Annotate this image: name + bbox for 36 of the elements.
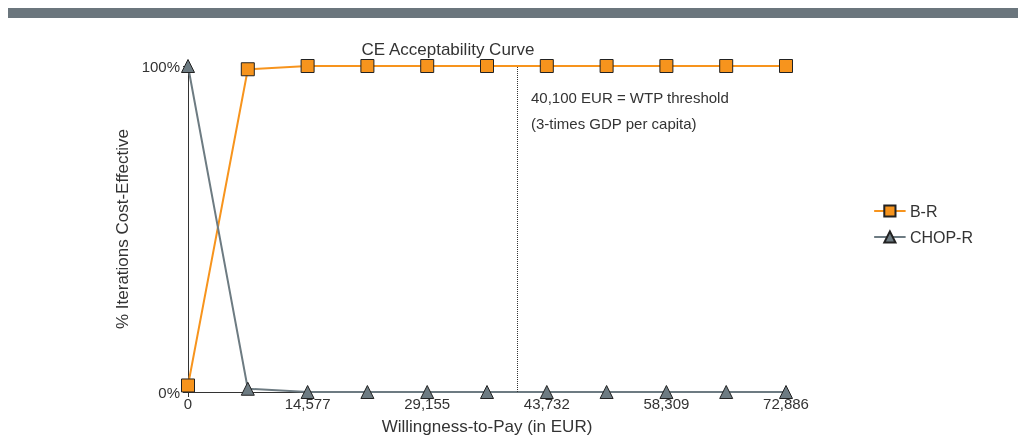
point: [360, 385, 375, 399]
point: [181, 378, 195, 393]
point: [240, 381, 255, 396]
ref-line-label: 40,100 EUR = WTP threshold (3-times GDP per capita): [531, 88, 729, 132]
point: [539, 59, 554, 73]
point: [719, 59, 734, 73]
x-axis-title: Willingness-to-Pay (in EUR): [381, 417, 593, 436]
y-tick-label: 100%: [141, 57, 180, 75]
point: [659, 385, 674, 399]
y-tick-label: 0%: [158, 383, 180, 401]
point: [779, 385, 793, 399]
legend-label: CHOP-R: [909, 228, 973, 246]
point: [719, 385, 734, 399]
point: [599, 59, 614, 73]
x-tick-label: 58,309: [643, 395, 690, 412]
chart-title: CE Acceptability Curve: [361, 40, 535, 59]
point: [659, 59, 674, 73]
point: [539, 385, 554, 399]
point: [420, 59, 435, 73]
x-tick-label: 0: [183, 395, 193, 412]
point: [599, 385, 614, 399]
point: [360, 59, 375, 73]
point: [779, 59, 793, 73]
point: [240, 62, 255, 77]
point: [300, 59, 315, 73]
point: [480, 385, 494, 399]
point: [300, 385, 315, 399]
x-tick-label: 43,732: [523, 395, 570, 412]
y-axis-title: % Iterations Cost-Effective: [112, 129, 132, 329]
x-tick-label: 72,886: [763, 395, 809, 412]
point: [480, 59, 494, 73]
point: [181, 59, 195, 73]
legend-label: B-R: [909, 202, 938, 220]
x-tick-label: 29,155: [404, 395, 451, 412]
x-tick-label: 14,577: [284, 395, 331, 412]
point: [420, 385, 435, 399]
